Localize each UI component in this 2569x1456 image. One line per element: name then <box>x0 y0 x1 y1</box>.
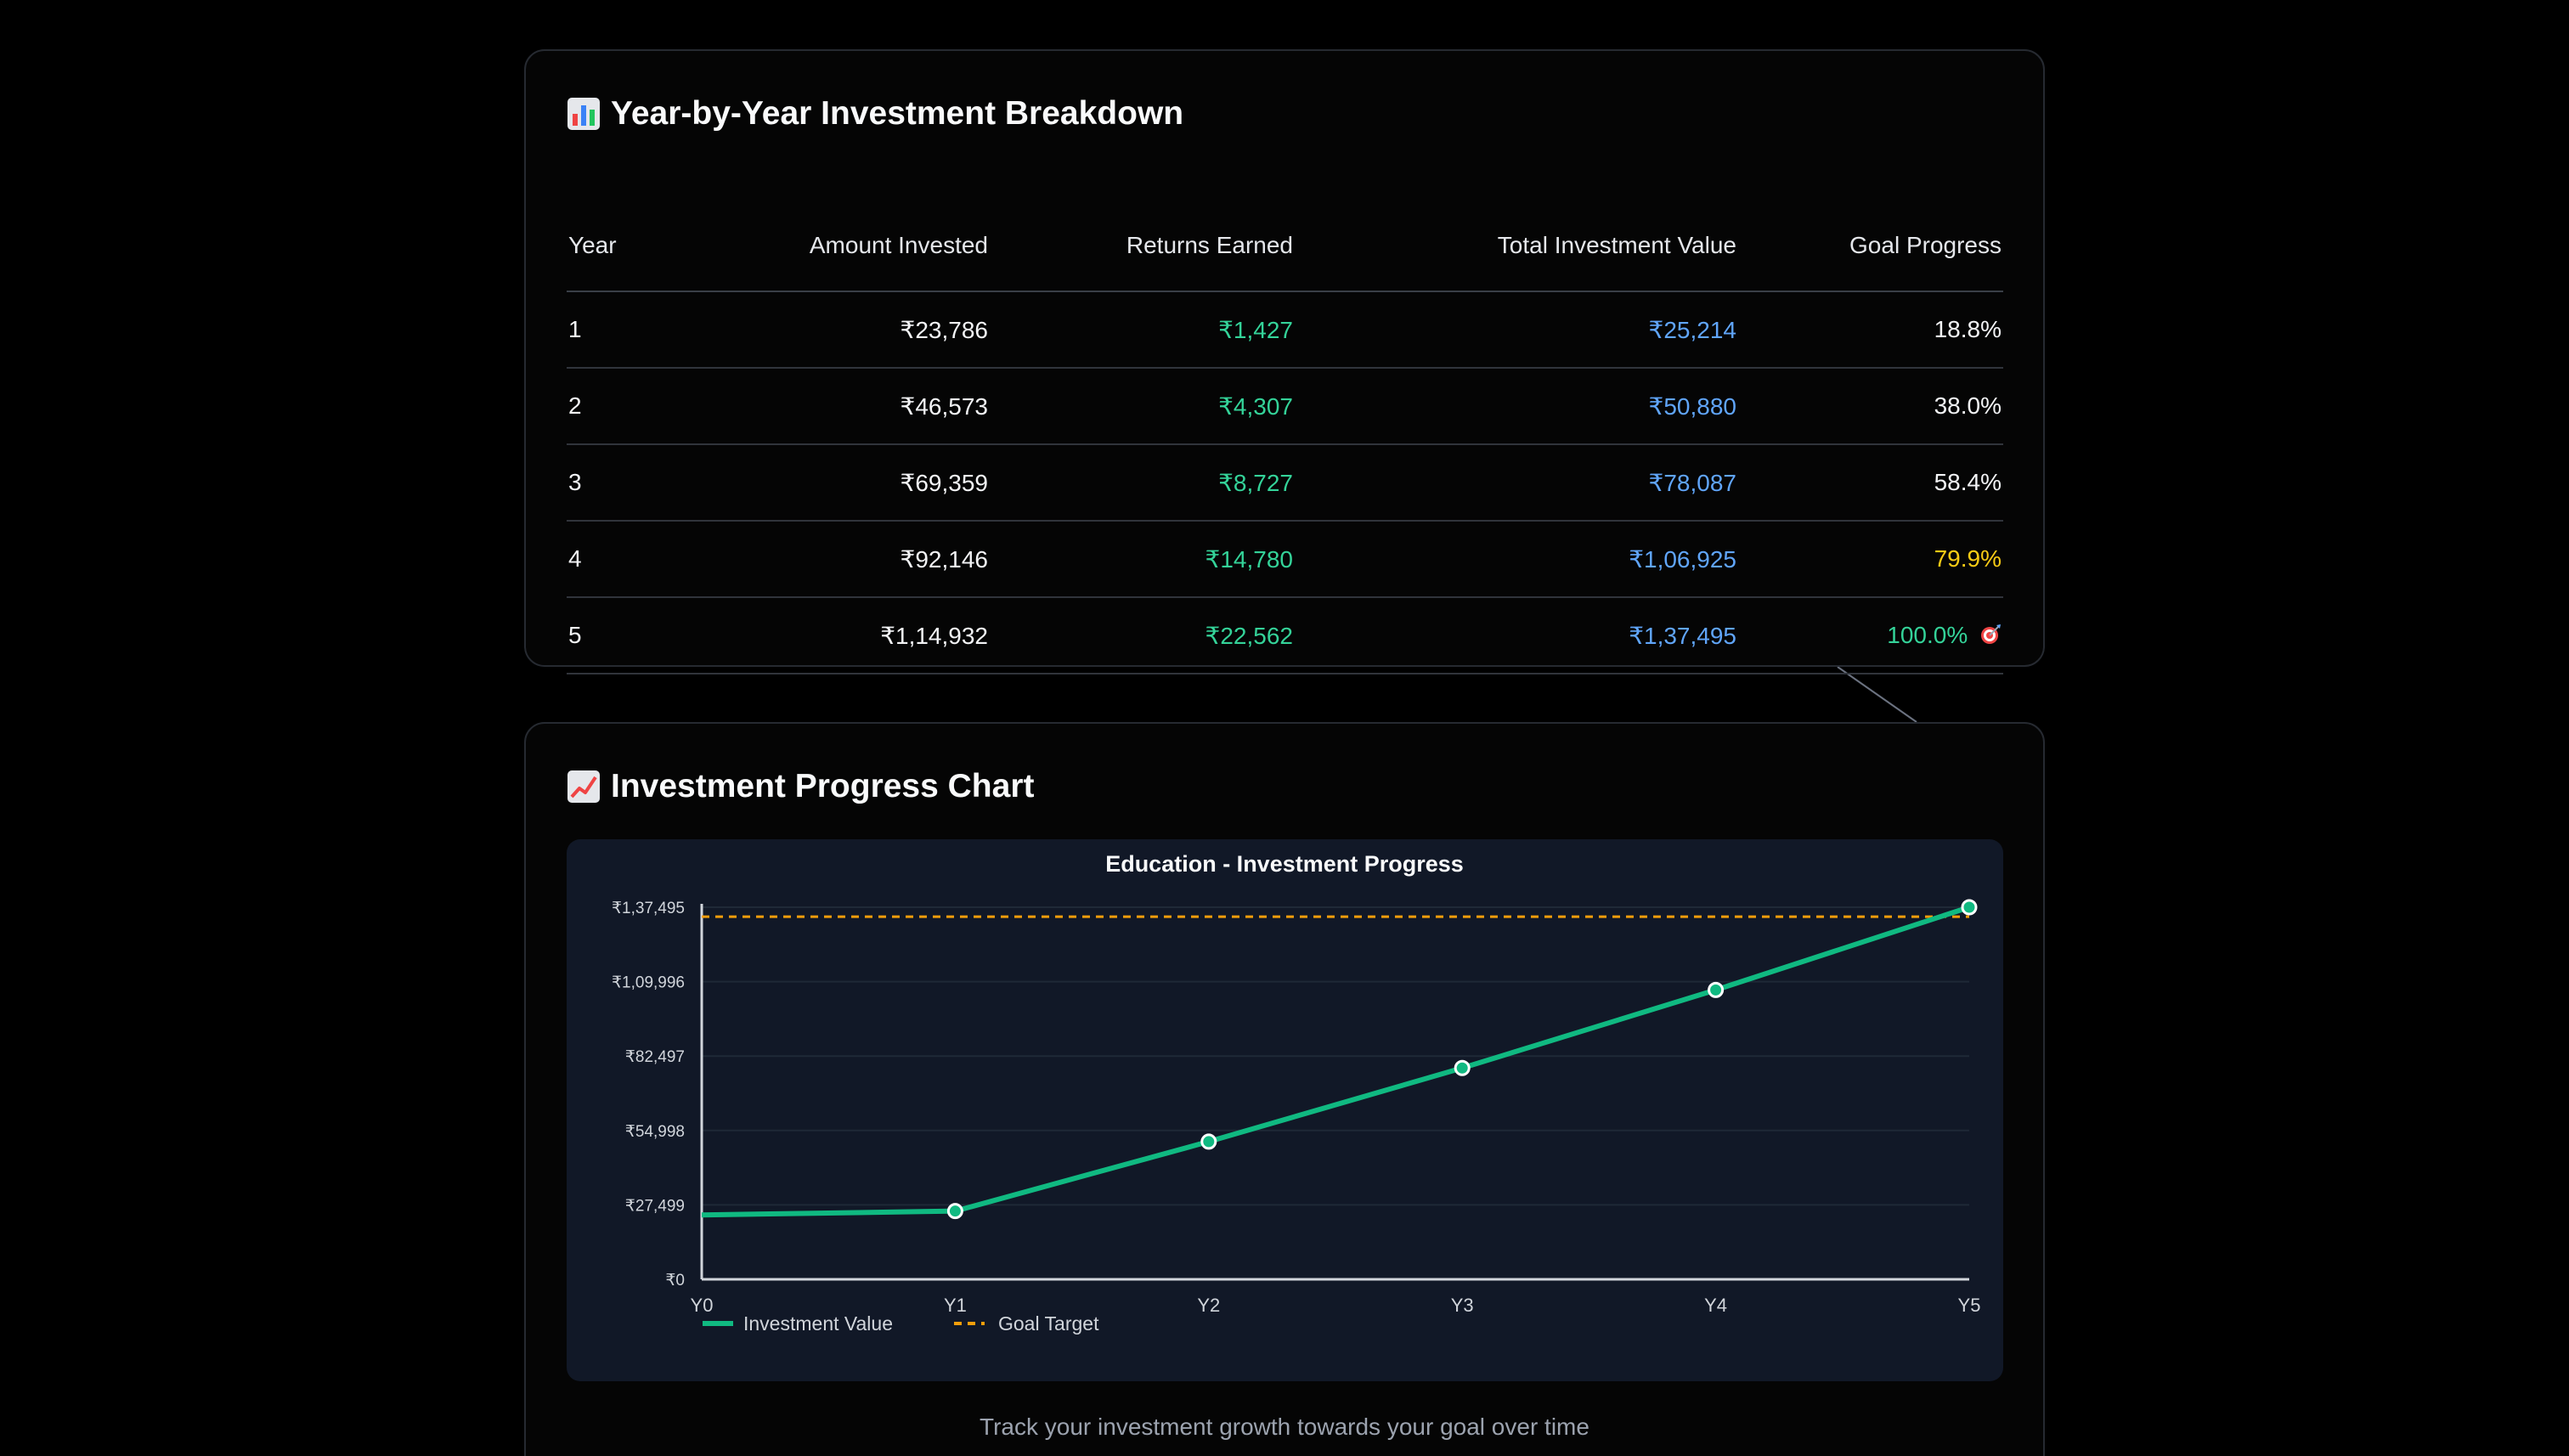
cell-returns: ₹8,727 <box>990 444 1295 522</box>
cell-invested: ₹92,146 <box>689 521 990 598</box>
cell-progress: 18.8% <box>1738 291 2003 369</box>
col-total-value: Total Investment Value <box>1295 200 1738 292</box>
table-row: 2 ₹46,573 ₹4,307 ₹50,880 38.0% <box>567 368 2003 445</box>
cell-returns: ₹1,427 <box>990 291 1295 369</box>
cell-progress: 79.9% <box>1738 521 2003 598</box>
y-tick-label: ₹54,998 <box>625 1123 685 1141</box>
chart-card-title: Investment Progress Chart <box>567 768 1035 805</box>
cell-invested: ₹46,573 <box>689 368 990 445</box>
cell-progress: 58.4% <box>1738 444 2003 522</box>
cell-returns: ₹22,562 <box>990 597 1295 674</box>
target-icon <box>1981 624 2001 644</box>
cell-total: ₹1,37,495 <box>1295 597 1738 674</box>
col-amount-invested: Amount Invested <box>689 200 990 292</box>
cell-progress: 38.0% <box>1738 368 2003 445</box>
cell-progress: 100.0% <box>1738 597 2003 674</box>
cell-year: 3 <box>567 444 689 522</box>
cell-returns: ₹4,307 <box>990 368 1295 445</box>
col-year: Year <box>567 200 689 292</box>
cell-total: ₹1,06,925 <box>1295 521 1738 598</box>
chart-panel: Education - Investment Progress ₹0 ₹27,499… <box>567 839 2003 1381</box>
table-row: 1 ₹23,786 ₹1,427 ₹25,214 18.8% <box>567 291 2003 369</box>
progress-value: 100.0% <box>1887 622 1968 648</box>
investment-progress-chart: Education - Investment Progress ₹0 ₹27,499… <box>612 851 1981 1335</box>
legend-label-investment: Investment Value <box>743 1312 893 1335</box>
col-goal-progress: Goal Progress <box>1738 200 2003 292</box>
table-row: 4 ₹92,146 ₹14,780 ₹1,06,925 79.9% <box>567 521 2003 598</box>
y-tick-label: ₹1,09,996 <box>612 974 685 992</box>
x-tick-label: Y5 <box>1958 1295 1981 1316</box>
x-tick-label: Y0 <box>691 1295 714 1316</box>
data-point <box>1708 981 1725 998</box>
breakdown-table: Year Amount Invested Returns Earned Tota… <box>567 200 2003 674</box>
y-tick-label: ₹0 <box>665 1272 685 1290</box>
y-tick-label: ₹27,499 <box>625 1197 685 1215</box>
legend-label-goal: Goal Target <box>998 1312 1099 1335</box>
breakdown-title: Year-by-Year Investment Breakdown <box>567 95 1183 133</box>
data-point <box>1454 1059 1471 1076</box>
cell-total: ₹50,880 <box>1295 368 1738 445</box>
cell-year: 2 <box>567 368 689 445</box>
cell-year: 1 <box>567 291 689 369</box>
investment-value-line <box>701 905 1970 1218</box>
cell-invested: ₹23,786 <box>689 291 990 369</box>
x-tick-label: Y4 <box>1704 1295 1727 1316</box>
table-row: 3 ₹69,359 ₹8,727 ₹78,087 58.4% <box>567 444 2003 522</box>
cell-total: ₹25,214 <box>1295 291 1738 369</box>
bar-chart-icon <box>567 98 600 130</box>
chart-caption: Track your investment growth towards you… <box>980 1414 1589 1440</box>
breakdown-title-text: Year-by-Year Investment Breakdown <box>611 95 1184 132</box>
x-tick-label: Y3 <box>1451 1295 1474 1316</box>
chart-card: Investment Progress Chart Education - In… <box>524 722 2045 1456</box>
data-point <box>946 1203 963 1220</box>
data-point <box>1961 899 1978 916</box>
cell-invested: ₹1,14,932 <box>689 597 990 674</box>
y-tick-label: ₹1,37,495 <box>612 900 685 917</box>
table-row: 5 ₹1,14,932 ₹22,562 ₹1,37,495 100.0% <box>567 597 2003 674</box>
cell-total: ₹78,087 <box>1295 444 1738 522</box>
breakdown-card: Year-by-Year Investment Breakdown Year A… <box>524 49 2045 674</box>
line-chart-icon <box>567 770 600 803</box>
cell-returns: ₹14,780 <box>990 521 1295 598</box>
x-tick-label: Y1 <box>944 1295 967 1316</box>
chart-title: Education - Investment Progress <box>1105 851 1464 877</box>
y-tick-label: ₹82,497 <box>625 1048 685 1066</box>
chart-card-title-text: Investment Progress Chart <box>611 768 1035 804</box>
cell-invested: ₹69,359 <box>689 444 990 522</box>
x-tick-label: Y2 <box>1197 1295 1220 1316</box>
cell-year: 4 <box>567 521 689 598</box>
cell-year: 5 <box>567 597 689 674</box>
col-returns-earned: Returns Earned <box>990 200 1295 292</box>
table-header-row: Year Amount Invested Returns Earned Tota… <box>567 200 2003 292</box>
data-point <box>1200 1133 1217 1150</box>
